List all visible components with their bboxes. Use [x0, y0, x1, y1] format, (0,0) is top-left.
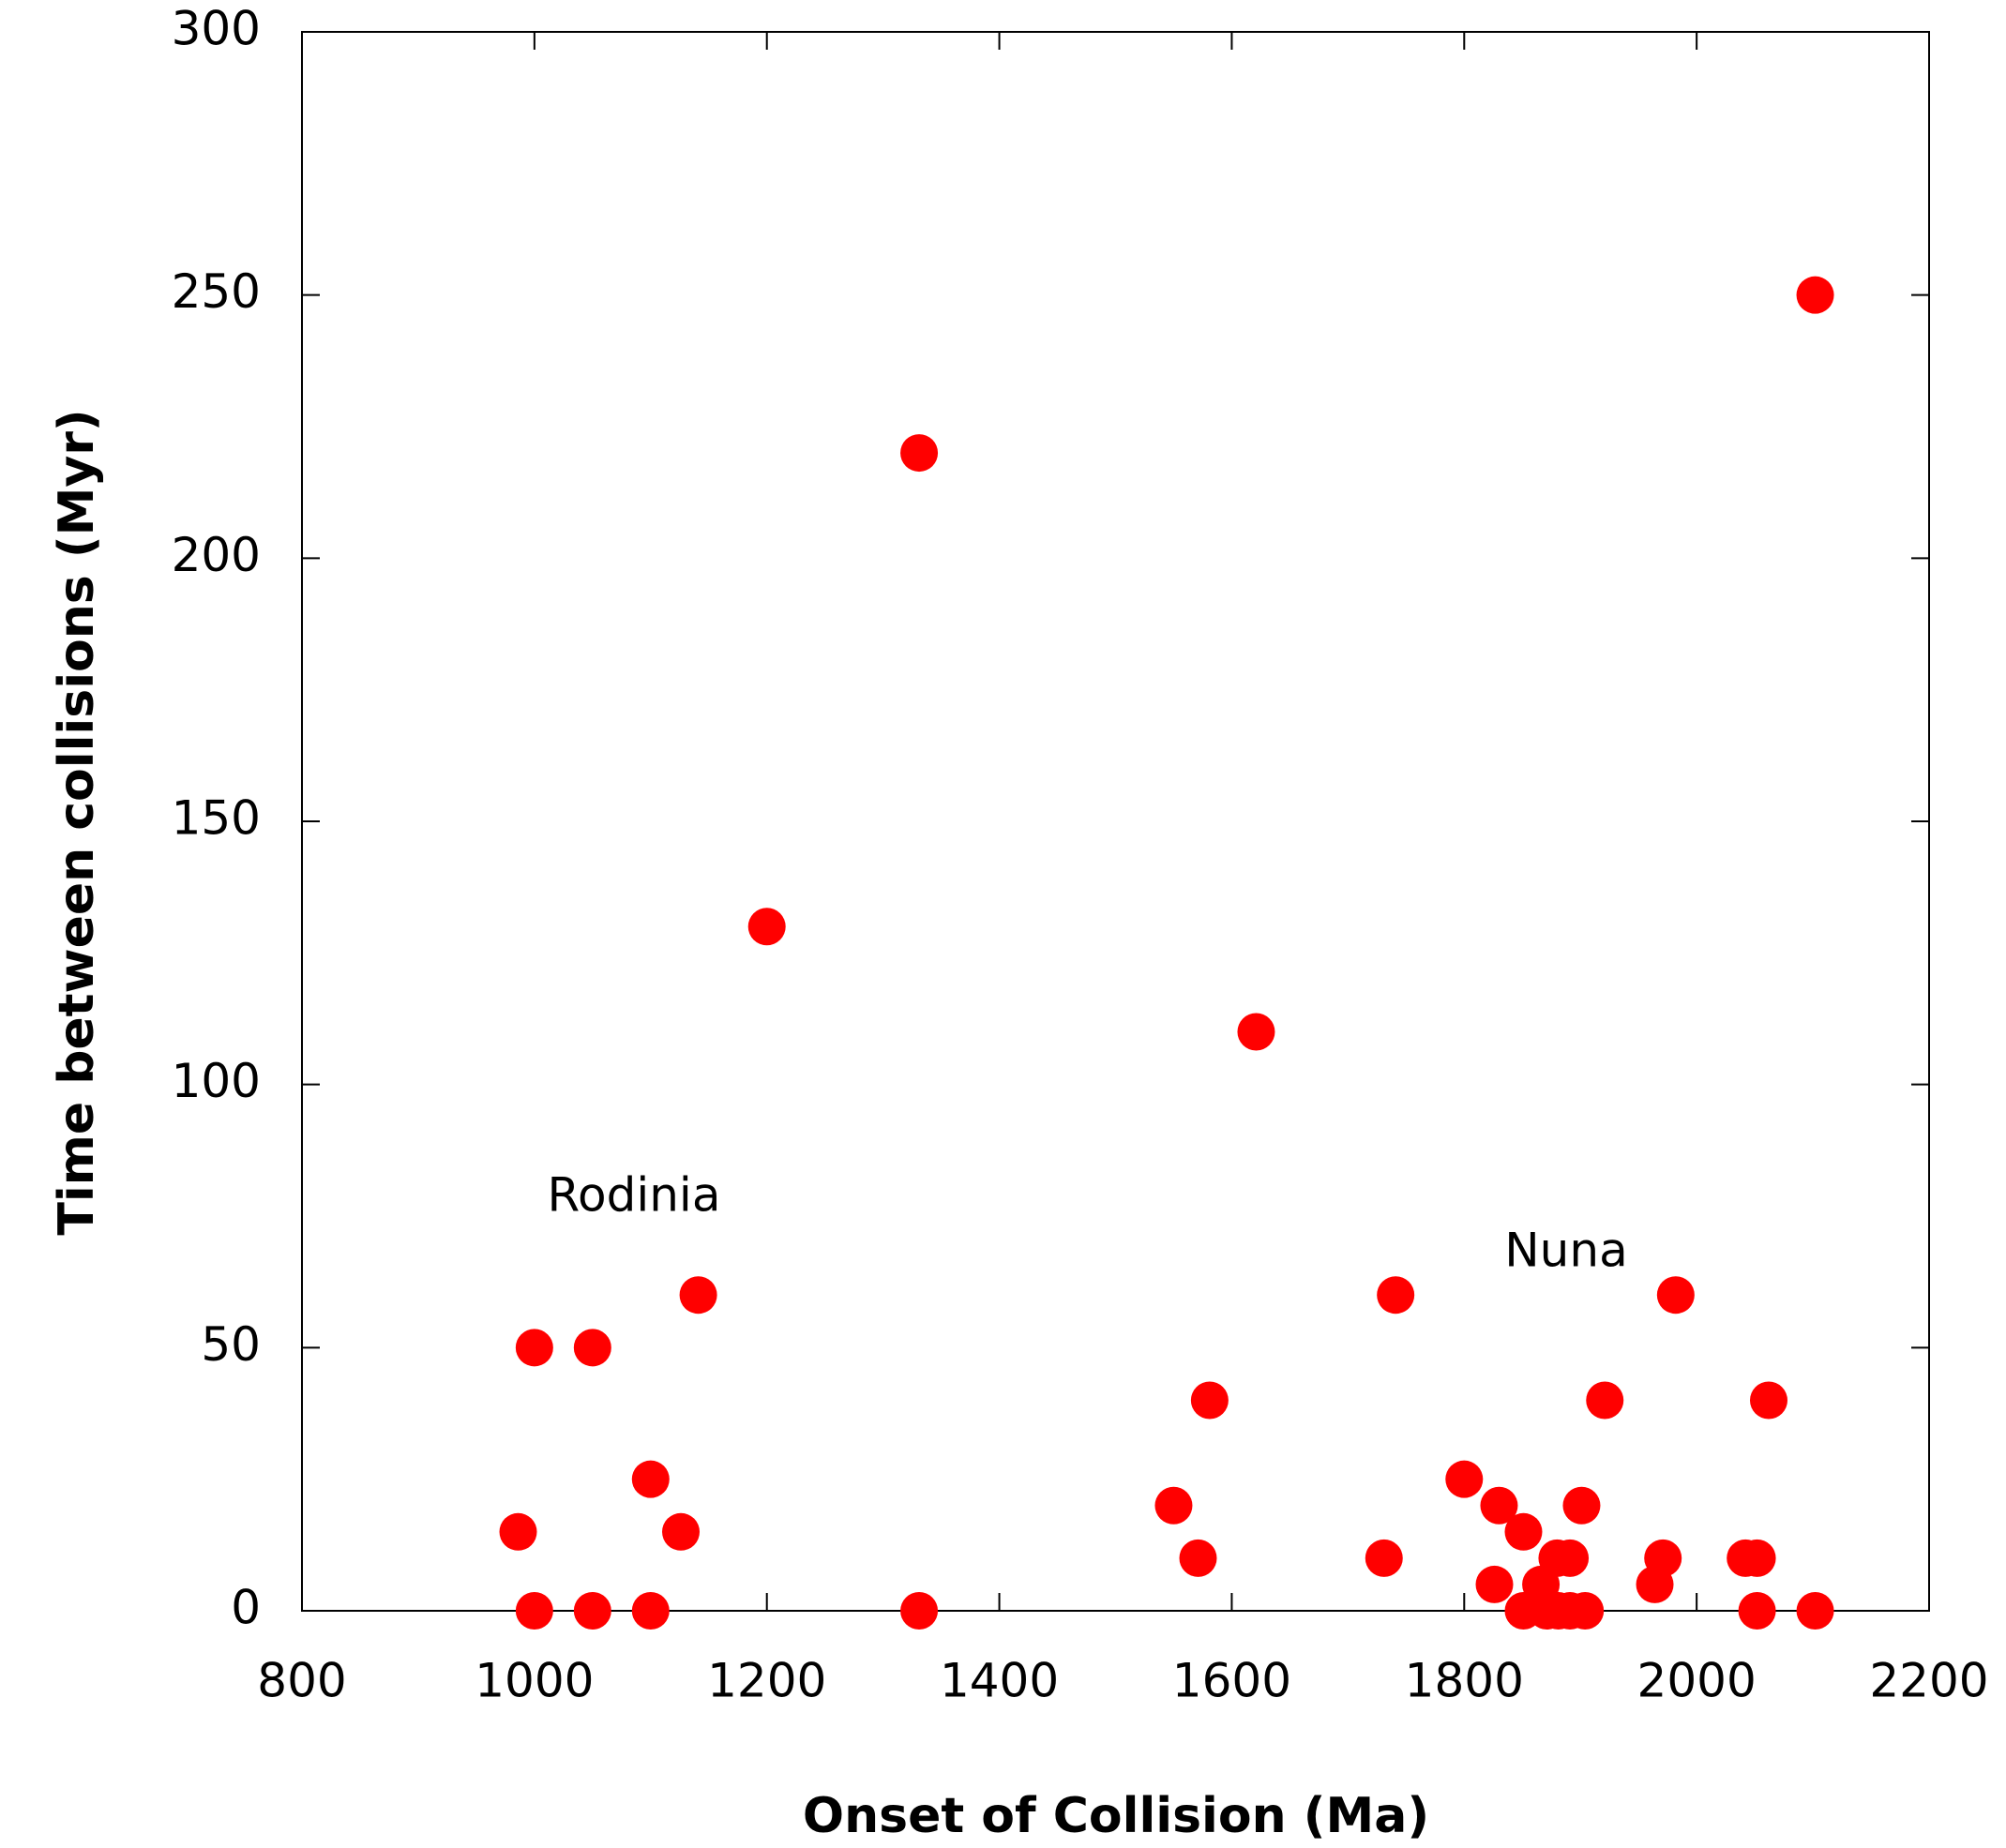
x-tick-label: 1200	[707, 1654, 826, 1708]
x-tick-label: 2000	[1637, 1654, 1757, 1708]
y-tick-label: 200	[172, 528, 261, 582]
point	[1237, 1013, 1275, 1051]
point	[1644, 1539, 1682, 1577]
x-tick-label: 800	[257, 1654, 346, 1708]
x-tick-label: 2200	[1869, 1654, 1988, 1708]
y-axis-label: Time between collisions (Myr)	[49, 409, 105, 1235]
point	[679, 1276, 717, 1315]
point	[631, 1460, 670, 1498]
point	[1445, 1460, 1484, 1498]
x-tick-label: 1400	[940, 1654, 1059, 1708]
y-tick-label: 100	[172, 1054, 261, 1108]
annotation: Nuna	[1504, 1224, 1627, 1278]
point	[1365, 1539, 1403, 1577]
point	[1504, 1512, 1543, 1551]
point	[1475, 1565, 1514, 1603]
annotation: Rodinia	[548, 1168, 721, 1223]
point	[1656, 1276, 1695, 1315]
y-tick-label: 50	[201, 1317, 261, 1372]
point	[573, 1592, 611, 1630]
point	[1738, 1539, 1776, 1577]
point	[1796, 1592, 1834, 1630]
point	[747, 908, 786, 946]
point	[1586, 1381, 1624, 1420]
point	[1566, 1592, 1605, 1630]
point	[1154, 1486, 1193, 1525]
point	[900, 434, 939, 473]
point	[1562, 1486, 1601, 1525]
point	[1738, 1592, 1776, 1630]
point	[1377, 1276, 1415, 1315]
point	[1179, 1539, 1217, 1577]
point	[1190, 1381, 1229, 1420]
point	[900, 1592, 939, 1630]
point	[499, 1512, 537, 1551]
point	[1749, 1381, 1787, 1420]
y-tick-label: 0	[231, 1581, 261, 1635]
point	[515, 1329, 553, 1367]
plot-frame	[301, 31, 1930, 1612]
y-tick-label: 150	[172, 791, 261, 846]
y-tick-label: 300	[172, 2, 261, 56]
point	[631, 1592, 670, 1630]
point	[515, 1592, 553, 1630]
x-tick-label: 1000	[475, 1654, 594, 1708]
point	[573, 1329, 611, 1367]
x-tick-label: 1800	[1405, 1654, 1524, 1708]
x-tick-label: 1600	[1172, 1654, 1291, 1708]
point	[662, 1512, 701, 1551]
point	[1551, 1539, 1590, 1577]
point	[1796, 276, 1834, 314]
x-axis-label: Onset of Collision (Ma)	[803, 1788, 1429, 1844]
point	[1480, 1486, 1518, 1525]
y-tick-label: 250	[172, 264, 261, 319]
